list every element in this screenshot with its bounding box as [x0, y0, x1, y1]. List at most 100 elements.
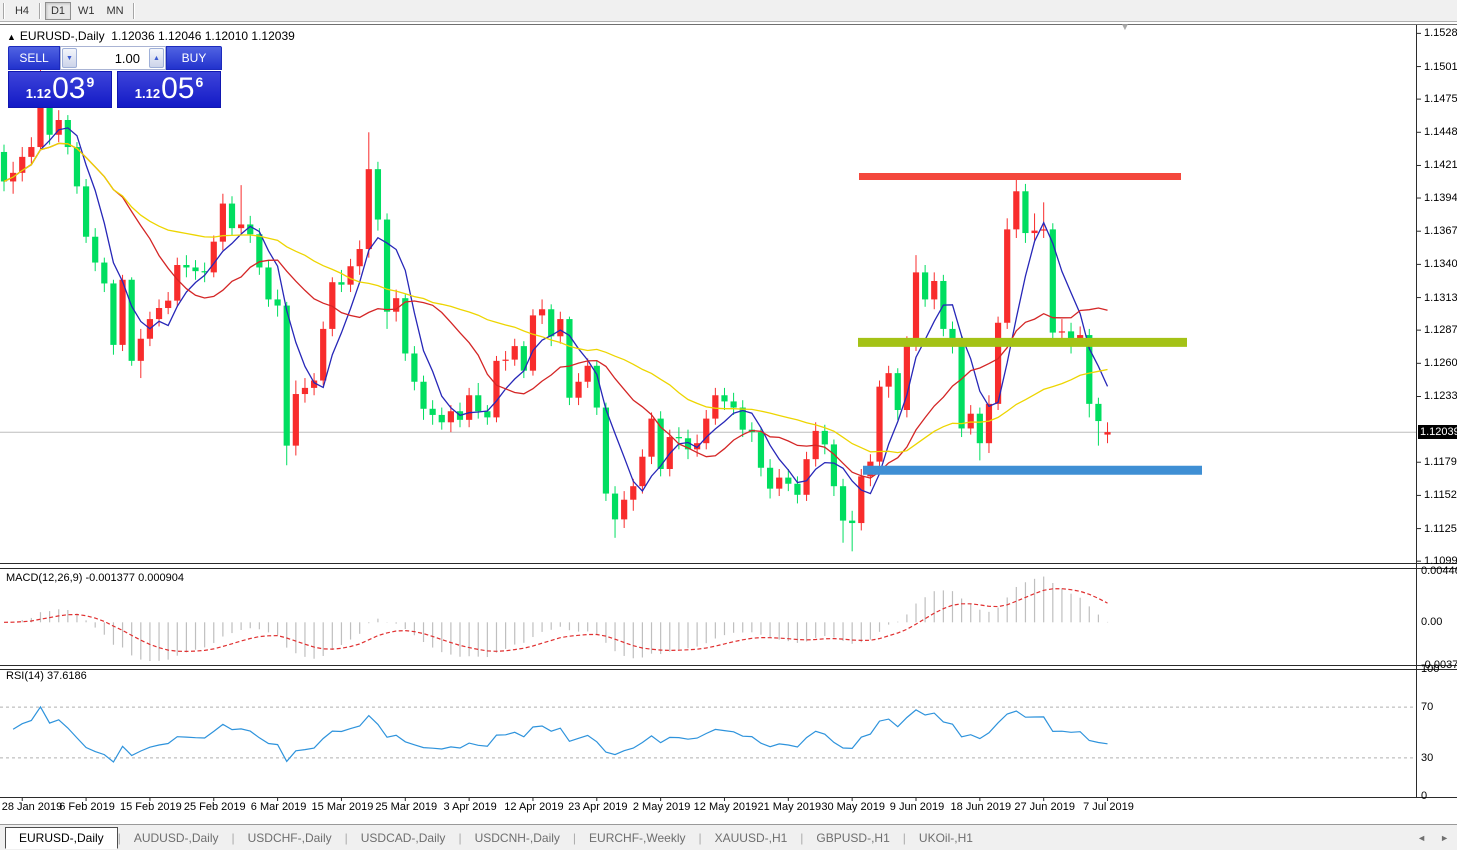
- rsi-scale-label: 0: [1421, 790, 1428, 802]
- sell-price-box[interactable]: 1.12 03 9: [8, 71, 112, 108]
- price-axis-label: 1.10990: [1424, 555, 1457, 568]
- rsi-caption: RSI(14) 37.6186: [6, 670, 87, 682]
- toolbar-separator: [3, 2, 5, 19]
- rsi-scale-label: 100: [1421, 663, 1440, 675]
- buy-price-main: 05: [161, 72, 195, 105]
- toolbar-divider: [0, 23, 1457, 25]
- macd-pane[interactable]: [3, 576, 1109, 661]
- sell-button[interactable]: SELL: [8, 46, 60, 70]
- price-axis-label: 1.11795: [1424, 456, 1457, 469]
- tab-separator: |: [698, 830, 702, 845]
- macd-caption: MACD(12,26,9) -0.001377 0.000904: [6, 572, 184, 584]
- macd-scale-label: 0.004465: [1421, 565, 1457, 577]
- price-axis-label: 1.13135: [1424, 291, 1457, 304]
- date-axis-label: 6 Feb 2019: [59, 801, 115, 813]
- price-axis-label: 1.12870: [1424, 324, 1457, 337]
- rsi-pane[interactable]: [0, 705, 1416, 763]
- date-axis-label: 27 Jun 2019: [1014, 801, 1075, 813]
- date-axis-label: 21 May 2019: [757, 801, 822, 813]
- symbol-tab-gbpusd[interactable]: GBPUSD-,H1: [816, 830, 890, 845]
- price-pane[interactable]: [0, 65, 1416, 552]
- collapse-triangle-icon[interactable]: ▲: [7, 32, 16, 42]
- price-macd-splitter-line2: [0, 568, 1457, 569]
- date-axis-label: 30 May 2019: [821, 801, 885, 813]
- price-axis-label: 1.11525: [1424, 489, 1457, 502]
- chart-symbol-caption: ▲ EURUSD-,Daily 1.12036 1.12046 1.12010 1…: [7, 29, 295, 43]
- timeframe-button-w1[interactable]: W1: [78, 4, 95, 17]
- price-axis-label: 1.12330: [1424, 390, 1457, 403]
- rsi-bottom-border: [0, 797, 1457, 798]
- date-axis-label: 7 Jul 2019: [1083, 801, 1134, 813]
- symbol-tab-eurusd[interactable]: EURUSD-,Daily: [5, 826, 118, 849]
- sell-price-main: 03: [52, 72, 86, 105]
- chart-symbol-title: EURUSD-,Daily: [19, 29, 105, 43]
- timeframe-toolbar: H4 D1 W1 MN: [0, 0, 1457, 22]
- autoscroll-marker-icon[interactable]: ▼: [1120, 22, 1130, 33]
- price-axis-label: 1.11255: [1424, 522, 1457, 535]
- price-axis-label: 1.14480: [1424, 126, 1457, 139]
- buy-price-prefix: 1.12: [134, 86, 161, 101]
- price-axis-label: 1.13945: [1424, 192, 1457, 205]
- sell-price-prefix: 1.12: [25, 86, 52, 101]
- date-axis-label: 6 Mar 2019: [250, 801, 307, 813]
- date-axis-label: 15 Mar 2019: [311, 801, 374, 813]
- volume-increase-button[interactable]: ▲: [149, 48, 164, 68]
- price-axis-border: [1416, 25, 1417, 798]
- tab-separator: |: [572, 830, 577, 845]
- date-axis-label: 12 Apr 2019: [504, 801, 564, 813]
- tab-scroll-nav: ◄ ►: [1417, 833, 1449, 843]
- date-axis-label: 28 Jan 2019: [1, 801, 63, 813]
- current-price-tag: 1.12039: [1418, 425, 1457, 440]
- rsi-line: [12, 705, 1108, 763]
- price-axis-label: 1.15015: [1424, 60, 1457, 73]
- candlestick-series: [0, 65, 1111, 552]
- symbol-tab-usdcad[interactable]: USDCAD-,Daily: [360, 830, 446, 845]
- tab-scroll-right-icon[interactable]: ►: [1440, 832, 1449, 843]
- price-axis-label: 1.15285: [1424, 27, 1457, 40]
- timeframe-button-d1[interactable]: D1: [45, 1, 71, 20]
- price-axis-label: 1.14210: [1424, 159, 1457, 172]
- symbol-tab-eurchf[interactable]: EURCHF-,Weekly: [589, 830, 686, 845]
- date-axis-label: 9 Jun 2019: [889, 801, 945, 813]
- tab-separator: |: [902, 830, 906, 845]
- date-axis-label: 12 May 2019: [693, 801, 758, 813]
- sell-price-pip: 9: [86, 74, 95, 90]
- date-axis-label: 25 Mar 2019: [375, 801, 438, 813]
- timeframe-button-h4[interactable]: H4: [14, 4, 30, 17]
- macd-rsi-splitter[interactable]: [0, 665, 1457, 666]
- symbol-tab-usdcnh[interactable]: USDCNH-,Daily: [474, 830, 560, 845]
- buy-price-pip: 6: [195, 74, 204, 90]
- symbol-tab-ukoil[interactable]: UKOil-,H1: [918, 830, 973, 845]
- date-axis-label: 15 Feb 2019: [120, 801, 182, 813]
- toolbar-separator: [39, 2, 41, 19]
- date-axis-label: 2 May 2019: [632, 801, 691, 813]
- volume-decrease-button[interactable]: ▼: [62, 48, 77, 68]
- tab-separator: |: [800, 830, 804, 845]
- date-axis-label: 23 Apr 2019: [568, 801, 628, 813]
- timeframe-button-mn[interactable]: MN: [106, 4, 124, 17]
- moving-average-34: [3, 142, 1108, 454]
- buy-button[interactable]: BUY: [166, 46, 222, 70]
- symbol-tab-audusd[interactable]: AUDUSD-,Daily: [133, 830, 219, 845]
- tab-separator: |: [344, 830, 348, 845]
- buy-price-box[interactable]: 1.12 05 6: [117, 71, 221, 108]
- tab-separator: |: [231, 830, 235, 845]
- tab-scroll-left-icon[interactable]: ◄: [1417, 832, 1427, 843]
- rsi-scale-label: 30: [1421, 751, 1434, 764]
- macd-scale-label: -0.003715: [1421, 659, 1457, 671]
- symbol-tab-xauusd[interactable]: XAUUSD-,H1: [714, 830, 788, 845]
- price-axis-label: 1.13675: [1424, 225, 1457, 238]
- macd-rsi-splitter-line2: [0, 669, 1457, 670]
- volume-field[interactable]: 1.00: [114, 50, 140, 66]
- date-axis-label: 18 Jun 2019: [950, 801, 1012, 813]
- tab-separator: |: [117, 830, 121, 845]
- rsi-scale-label: 70: [1421, 701, 1434, 714]
- price-macd-splitter[interactable]: [0, 563, 1457, 564]
- symbol-tab-usdchf[interactable]: USDCHF-,Daily: [247, 830, 332, 845]
- price-axis-label: 1.12600: [1424, 357, 1457, 370]
- date-axis-label: 3 Apr 2019: [443, 801, 497, 813]
- axis-ticks: [21, 32, 1421, 801]
- symbol-tab-bar: EURUSD-,Daily | AUDUSD-,Daily | USDCHF-,Dail…: [0, 824, 1457, 850]
